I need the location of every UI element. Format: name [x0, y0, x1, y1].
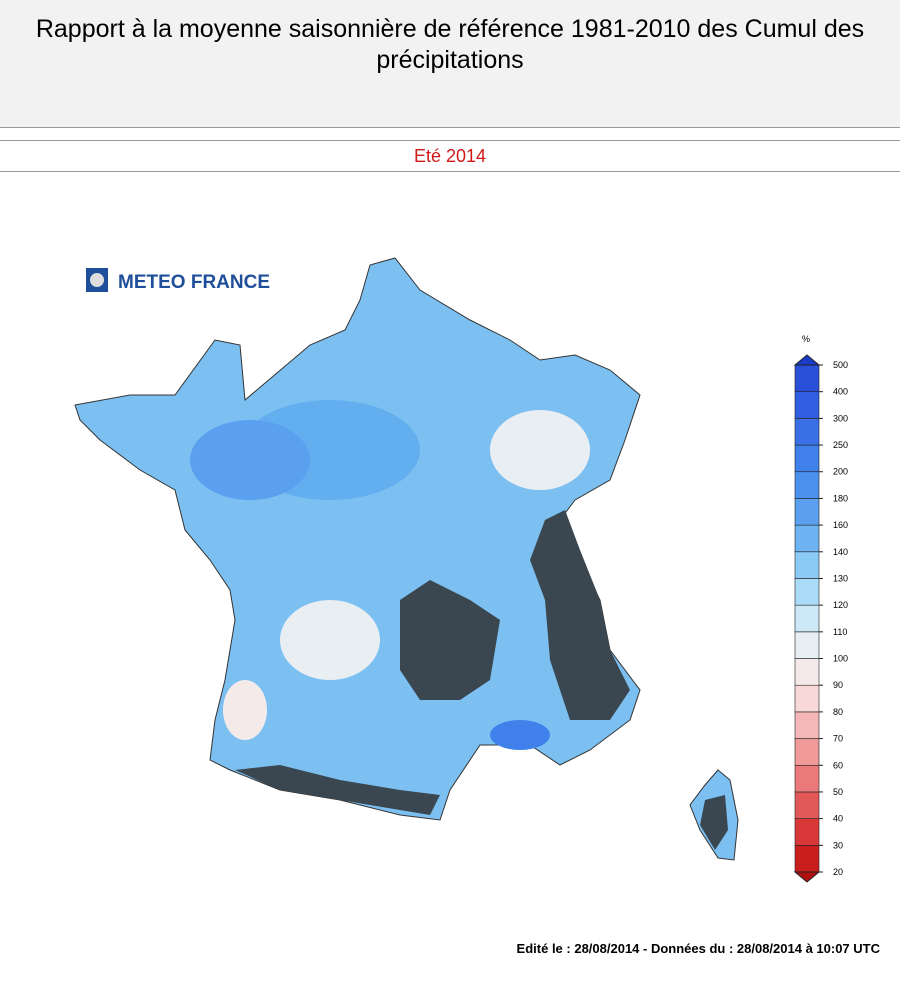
colorbar-label: 100 [833, 654, 848, 664]
colorbar-label: 20 [833, 867, 843, 877]
colorbar-segment [794, 631, 820, 659]
contour-zone [490, 720, 550, 750]
colorbar-segment [794, 524, 820, 553]
colorbar-label: 130 [833, 573, 848, 583]
colorbar-segment [794, 818, 820, 846]
colorbar-segment [794, 578, 820, 606]
relief-mask [530, 510, 630, 720]
logo-text: METEO FRANCE [118, 272, 270, 293]
colorbar: % 20 30 40 50 60 70 80 90 100 110 120 130 140 160 180 2… [793, 334, 848, 883]
footer: Edité le : 28/08/2014 - Données du : 28/… [516, 941, 880, 956]
subtitle: Eté 2014 [0, 140, 900, 172]
colorbar-label: 200 [833, 467, 848, 477]
colorbar-label: 500 [833, 360, 848, 370]
colorbar-label: 120 [833, 600, 848, 610]
colorbar-label: 30 [833, 840, 843, 850]
colorbar-label: 160 [833, 520, 848, 530]
logo: METEO FRANCE [86, 268, 270, 293]
colorbar-segment [794, 845, 820, 873]
colorbar-segment [794, 551, 820, 579]
colorbar-segment [794, 764, 820, 793]
header: Rapport à la moyenne saisonnière de réfé… [0, 0, 900, 128]
colorbar-label: 400 [833, 387, 848, 397]
colorbar-label: 90 [833, 680, 843, 690]
colorbar-label: 180 [833, 493, 848, 503]
colorbar-label: 300 [833, 413, 848, 423]
colorbar-segment [794, 684, 820, 713]
colorbar-segment [794, 444, 820, 473]
colorbar-segment [794, 738, 820, 766]
colorbar-label: 60 [833, 760, 843, 770]
colorbar-over [793, 354, 821, 366]
map: METEO FRANCE % 20 30 40 50 60 70 80 90 100 110 120… [74, 257, 848, 883]
colorbar-segment [794, 498, 820, 526]
relief-mask [700, 795, 728, 850]
colorbar-segment [794, 791, 820, 819]
contour-zone [190, 420, 310, 500]
colorbar-label: 50 [833, 787, 843, 797]
contour-zone [280, 600, 380, 680]
colorbar-segment [794, 711, 820, 739]
colorbar-label: 40 [833, 814, 843, 824]
contour-zone [223, 680, 267, 740]
colorbar-segment [794, 604, 820, 633]
logo-icon [90, 273, 104, 287]
colorbar-segment [794, 364, 820, 392]
contour-zone [490, 410, 590, 490]
colorbar-label: 110 [833, 627, 847, 637]
colorbar-segment [794, 391, 820, 419]
colorbar-label: 80 [833, 707, 843, 717]
relief-mask [235, 765, 440, 815]
colorbar-label: 250 [833, 440, 848, 450]
relief-mask [400, 580, 500, 700]
colorbar-segment [794, 658, 820, 686]
title: Rapport à la moyenne saisonnière de réfé… [35, 15, 865, 74]
unit: % [802, 334, 810, 344]
colorbar-segment [794, 471, 820, 499]
colorbar-label: 70 [833, 734, 843, 744]
colorbar-segment [794, 418, 820, 446]
colorbar-under [793, 871, 821, 883]
france [74, 257, 739, 861]
colorbar-label: 140 [833, 547, 848, 557]
